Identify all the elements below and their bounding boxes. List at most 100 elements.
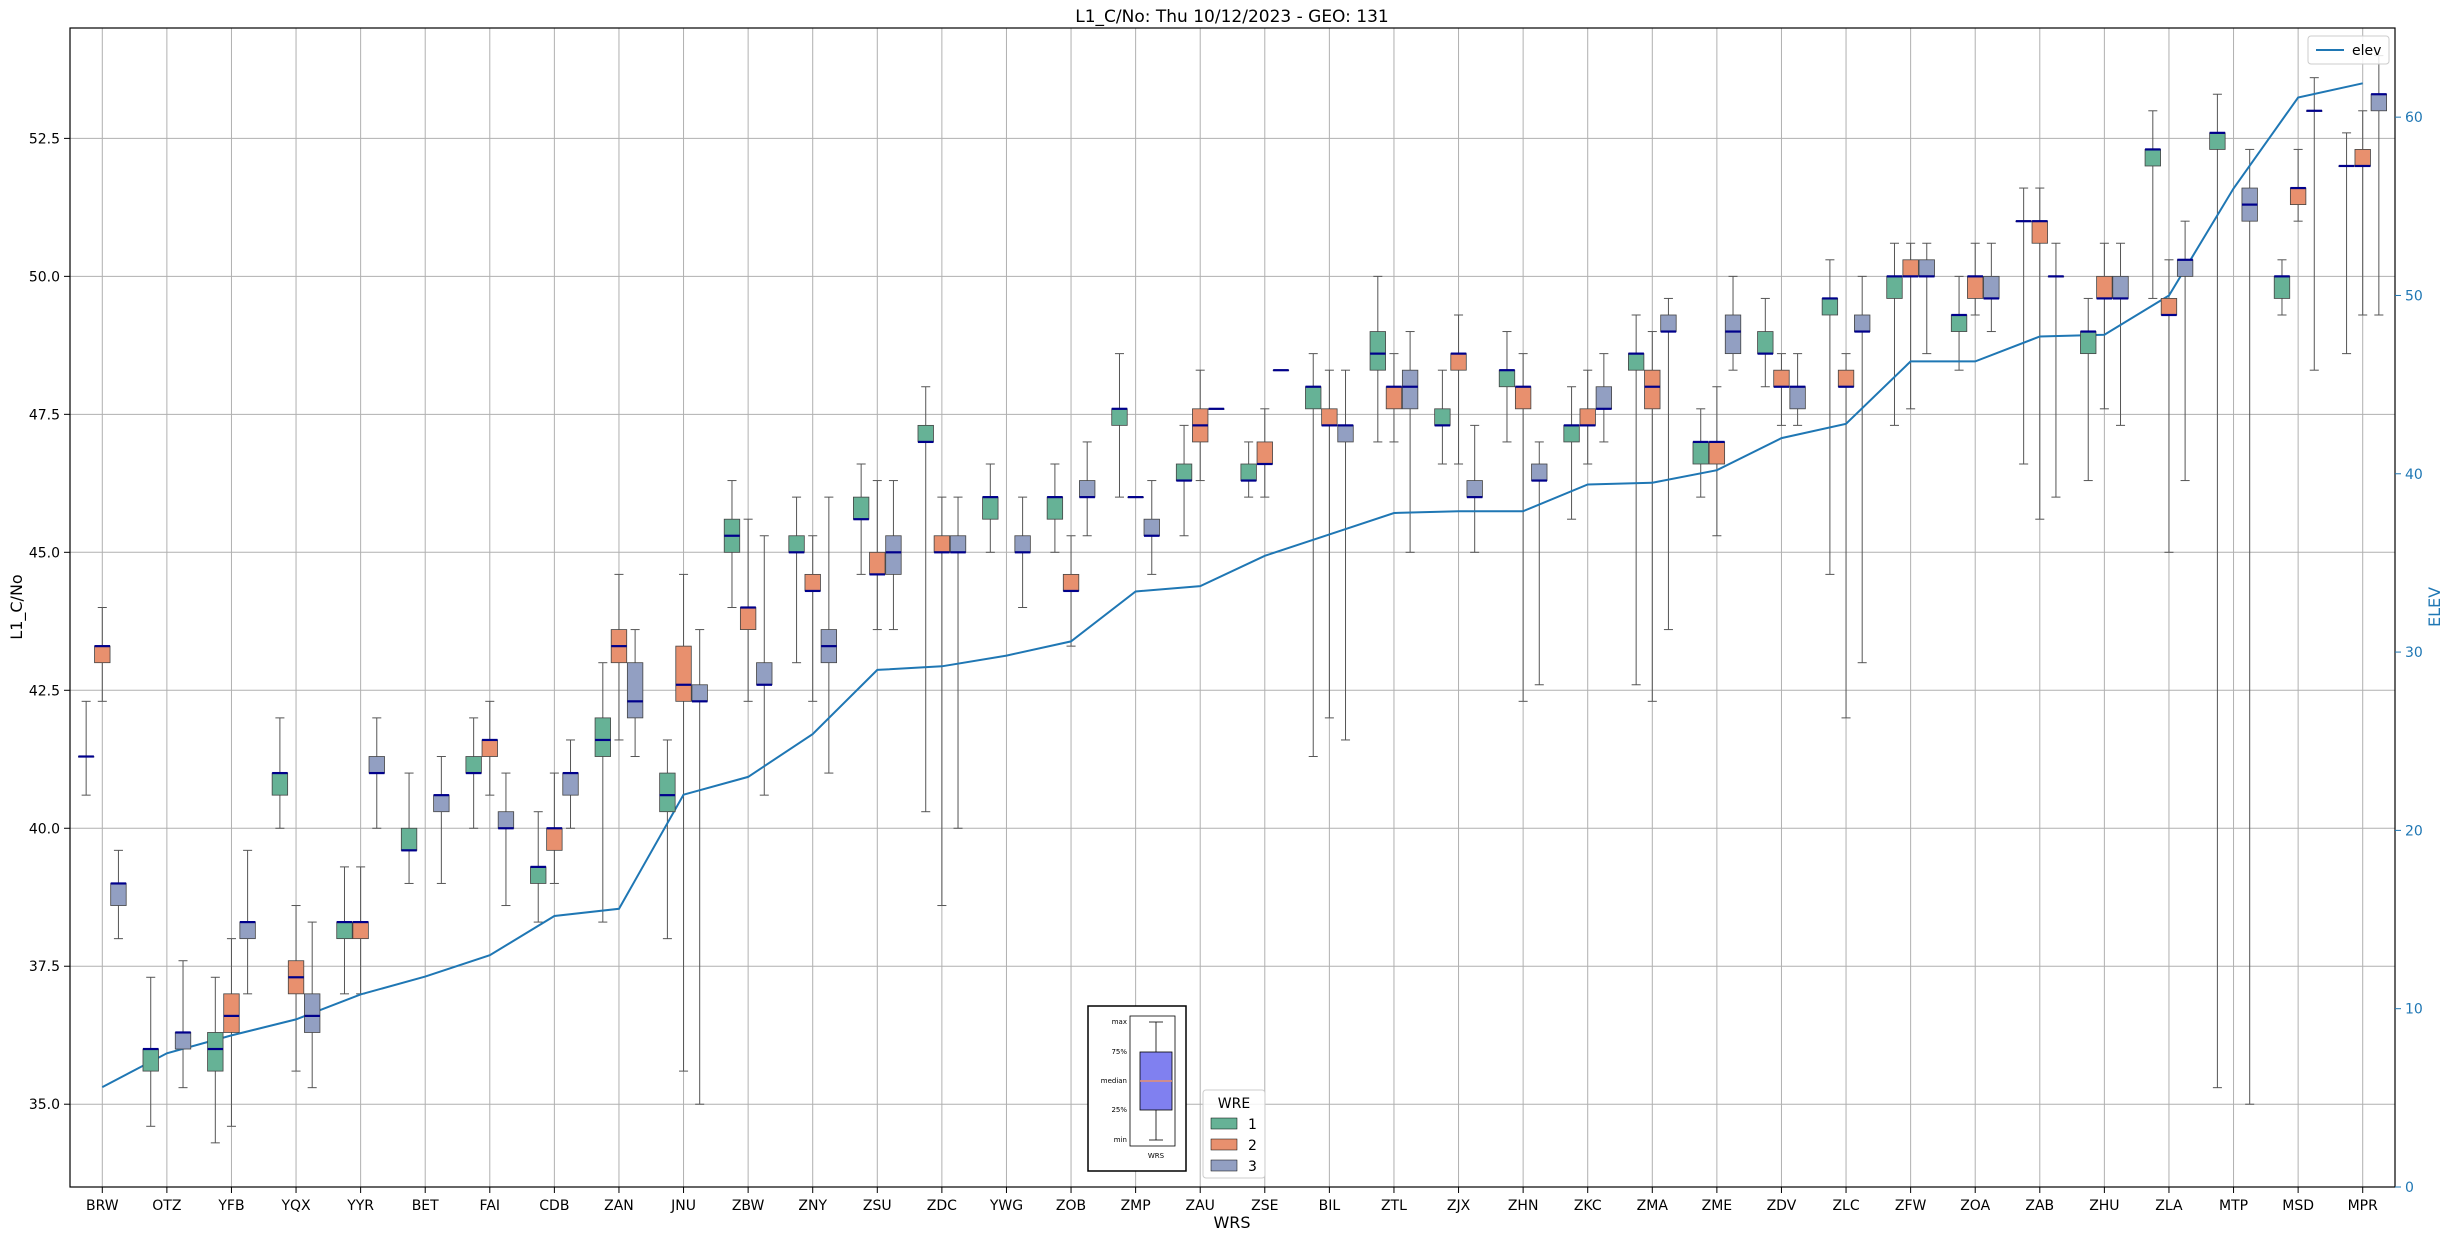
inset-label-75: 75% [1111,1048,1127,1056]
wre-legend-swatch-1 [1210,1117,1238,1130]
box-wre-1 [400,827,418,851]
box-wre-1 [1434,408,1451,426]
box-wre-1 [1563,424,1580,443]
box-wre-1 [271,772,289,796]
x-tick-label: ZAU [1185,1198,1214,1214]
box-wre-3 [949,535,967,553]
box-wre-1 [1950,314,1968,332]
box-wre-3 [433,794,450,813]
box-wre-2 [1837,369,1855,388]
box-wre-3 [2370,93,2388,112]
box-wre-3 [691,684,708,702]
y-tick-label: 45.0 [29,545,60,561]
box-wre-3 [110,883,127,906]
box-wre-3 [2176,259,2194,277]
x-tick-label: ZDC [927,1198,957,1214]
box-wre-3 [2112,275,2129,299]
box-wre-3 [1660,314,1677,332]
inset-label-min: min [1114,1136,1127,1144]
box-wre-1 [659,772,676,813]
box-wre-2 [1385,386,1403,410]
x-tick-label: ZOA [1960,1198,1990,1214]
x-tick-label: YFB [217,1198,244,1214]
box-wre-3 [1854,314,1871,332]
box-wre-3 [1531,463,1548,481]
x-tick-label: MSD [2282,1198,2314,1214]
box-wre-2 [481,739,498,757]
y-tick-label: 47.5 [29,407,60,423]
box-wre-1 [1886,275,1903,299]
box-wre-3 [1918,259,1935,277]
wre-legend: WRE 1 2 3 [1202,1089,1266,1179]
elev-legend: elev [2307,35,2390,65]
box-wre-2 [2031,220,2048,244]
x-tick-label: YYR [346,1198,374,1214]
box-wre-3 [1595,386,1613,410]
box-wre-1 [1627,353,1645,371]
wre-legend-frame [1202,1089,1266,1179]
box-wre-1 [2209,132,2226,150]
y-tick-label: 42.5 [29,683,60,699]
x-tick-label: ZNY [798,1198,827,1214]
x-tick-label: ZSU [863,1198,892,1214]
y-right-tick-label: 30 [2405,645,2423,661]
y-right-tick-label: 60 [2405,110,2423,126]
box-wre-3 [1466,480,1483,498]
y-tick-label: 40.0 [29,821,60,837]
inset-label-max: max [1112,1018,1127,1026]
x-tick-label: ZDV [1767,1198,1797,1214]
chart-title: L1_C/No: Thu 10/12/2023 - GEO: 131 [1075,7,1388,27]
box-wre-1 [1240,463,1257,481]
box-wre-2 [739,607,757,630]
box-wre-3 [1079,480,1096,498]
elev-legend-frame [2307,35,2390,65]
x-tick-label: ZSE [1251,1198,1278,1214]
box-wre-1 [1175,463,1193,481]
x-tick-label: YWG [989,1198,1023,1214]
wre-legend-title: WRE [1218,1096,1250,1112]
box-wre-3 [885,535,902,575]
box-wre-1 [594,717,611,757]
box-wre-2 [546,827,563,851]
y-tick-label: 50.0 [29,269,60,285]
y-right-tick-label: 40 [2405,467,2423,483]
x-tick-label: MPR [2348,1198,2379,1214]
y-axis-label-right: ELEV [2425,587,2444,627]
box-wre-1 [1821,298,1839,316]
box-wre-2 [2289,187,2307,206]
box-wre-2 [869,551,886,575]
wre-legend-label-2: 2 [1248,1138,1257,1154]
box-wre-2 [352,921,369,940]
wre-legend-swatch-2 [1210,1138,1238,1151]
x-tick-label: ZBW [732,1198,765,1214]
box-wre-3 [1789,386,1806,410]
wre-legend-label-3: 3 [1248,1159,1257,1175]
x-ticks: BRW OTZ YFB YQX YYR BET FAI CDB ZAN JNU ZBW ZNY ZSU Z… [86,1187,2378,1214]
box-wre-2 [1062,573,1080,592]
box-wre-1 [2080,331,2097,355]
box-wre-3 [1337,424,1354,443]
box-wre-1 [917,424,934,443]
inset-xtick: WRS [1148,1152,1165,1160]
box-wre-3 [626,662,644,719]
box-wre-1 [1111,408,1128,426]
box-wre-1 [336,921,353,940]
wre-legend-label-1: 1 [1248,1117,1257,1133]
x-axis-label: WRS [1213,1213,1250,1232]
box-wre-2 [2354,149,2371,167]
box-wre-2 [933,535,951,553]
box-wre-2 [804,573,821,592]
box-wre-1 [982,496,999,520]
x-tick-label: ZFW [1895,1198,1927,1214]
x-tick-label: ZME [1702,1198,1733,1214]
box-wre-2 [1450,353,1467,371]
box-wre-3 [239,921,256,940]
wre-legend-swatch-3 [1210,1159,1238,1172]
box-wre-1 [788,535,805,553]
box-wre-2 [1256,441,1273,465]
box-wre-1 [1369,331,1386,371]
box-wre-3 [562,772,579,796]
box-wre-2 [1967,275,1984,299]
box-wre-2 [1514,386,1532,410]
